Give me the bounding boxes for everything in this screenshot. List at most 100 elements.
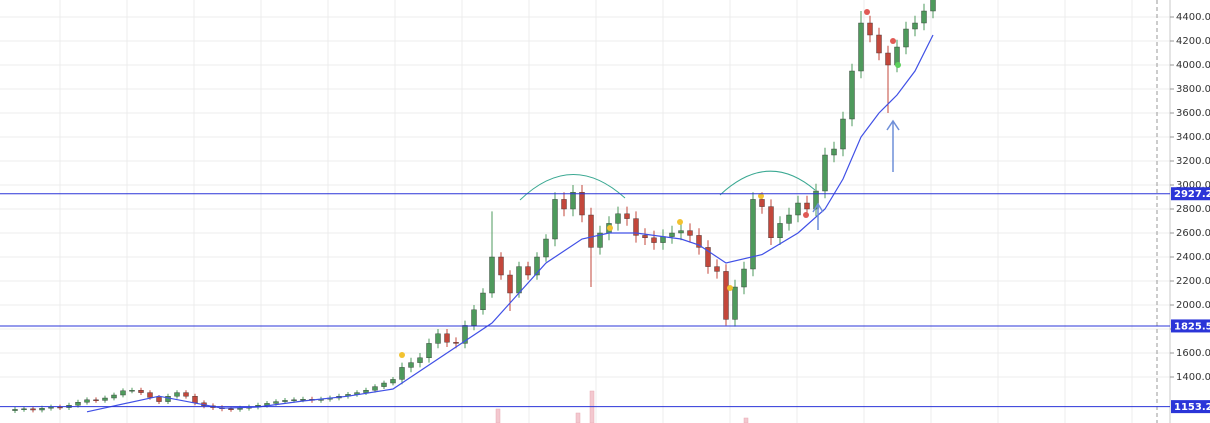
y-tick-label: 4400.00 bbox=[1176, 12, 1210, 23]
levels: 2927.28 1825.51 1153.26 bbox=[0, 187, 1210, 414]
candle-body bbox=[507, 274, 513, 294]
candle-body bbox=[300, 399, 306, 401]
arrow bbox=[886, 119, 900, 172]
candle-body bbox=[498, 256, 504, 276]
signal-dot bbox=[758, 193, 764, 199]
signal-dot bbox=[399, 352, 405, 358]
y-tick-label: 3800.00 bbox=[1176, 84, 1210, 95]
candle-body bbox=[723, 271, 729, 320]
y-tick-label: 2800.00 bbox=[1176, 204, 1210, 215]
candle-body bbox=[489, 256, 495, 294]
candle-body bbox=[84, 399, 90, 403]
level-label-box bbox=[1171, 319, 1210, 333]
candle-body bbox=[444, 333, 450, 343]
arrow bbox=[812, 202, 824, 230]
candle-body bbox=[777, 223, 783, 239]
candle-body bbox=[867, 22, 873, 36]
plot bbox=[12, 0, 936, 414]
y-tick-label: 1600.00 bbox=[1176, 348, 1210, 359]
signal-dot bbox=[803, 212, 809, 218]
candle-body bbox=[696, 235, 702, 248]
candle-body bbox=[138, 390, 144, 393]
candle-body bbox=[678, 230, 684, 234]
volume-bar bbox=[495, 408, 501, 423]
candle-body bbox=[561, 199, 567, 210]
level-label: 1153.26 bbox=[1174, 402, 1210, 413]
candle-body bbox=[714, 266, 720, 272]
candle-body bbox=[462, 325, 468, 344]
volume-bar bbox=[743, 417, 749, 423]
candle-body bbox=[876, 34, 882, 54]
candle-body bbox=[228, 408, 234, 411]
candle-body bbox=[570, 192, 576, 210]
signal-dot bbox=[895, 62, 901, 68]
candle-body bbox=[12, 409, 18, 411]
candle-body bbox=[75, 402, 81, 406]
candle-body bbox=[183, 392, 189, 397]
candle-body bbox=[372, 386, 378, 391]
candle-body bbox=[534, 256, 540, 276]
y-tick-label: 2600.00 bbox=[1176, 228, 1210, 239]
candle-body bbox=[840, 118, 846, 150]
candle-body bbox=[633, 218, 639, 236]
candle-body bbox=[480, 292, 486, 311]
arrows bbox=[812, 119, 900, 230]
candle-body bbox=[912, 22, 918, 30]
candle-body bbox=[903, 28, 909, 48]
candle-body bbox=[588, 214, 594, 248]
signals bbox=[399, 9, 901, 358]
candle-body bbox=[525, 266, 531, 276]
candle-body bbox=[822, 154, 828, 192]
candle-body bbox=[147, 392, 153, 398]
candle-body bbox=[804, 202, 810, 210]
candle-body bbox=[516, 266, 522, 294]
level-label-box bbox=[1171, 187, 1210, 201]
candle-body bbox=[21, 408, 27, 411]
arc bbox=[719, 170, 816, 196]
signal-dot bbox=[727, 285, 733, 291]
candle-body bbox=[921, 10, 927, 24]
candle-body bbox=[759, 199, 765, 207]
candle-body bbox=[39, 408, 45, 411]
candle-body bbox=[858, 22, 864, 72]
candle-body bbox=[930, 0, 936, 12]
level-label-box bbox=[1171, 400, 1210, 414]
candle-body bbox=[543, 238, 549, 258]
candle-body bbox=[732, 286, 738, 320]
candle-body bbox=[408, 362, 414, 368]
candle-body bbox=[426, 343, 432, 359]
y-tick-label: 4200.00 bbox=[1176, 36, 1210, 47]
y-tick-label: 3600.00 bbox=[1176, 108, 1210, 119]
candle-body bbox=[390, 379, 396, 384]
candle-body bbox=[669, 232, 675, 237]
candle-body bbox=[48, 406, 54, 409]
candle-body bbox=[552, 199, 558, 240]
signal-dot bbox=[890, 38, 896, 44]
candle-body bbox=[435, 333, 441, 344]
candle-body bbox=[705, 247, 711, 267]
candle-body bbox=[453, 342, 459, 344]
signal-dot bbox=[607, 225, 613, 231]
candle-body bbox=[615, 213, 621, 224]
candle-body bbox=[363, 390, 369, 393]
candle-body bbox=[381, 382, 387, 387]
candle-body bbox=[57, 406, 63, 409]
vertical-grid bbox=[59, 0, 1133, 423]
annotations bbox=[519, 170, 816, 201]
candle-body bbox=[813, 190, 819, 210]
candle-body bbox=[93, 399, 99, 402]
candle-body bbox=[831, 148, 837, 156]
candle-body bbox=[687, 230, 693, 236]
candle-body bbox=[156, 397, 162, 402]
candle-body bbox=[579, 192, 585, 216]
candle-body bbox=[111, 394, 117, 399]
candle-body bbox=[264, 403, 270, 406]
y-tick-label: 1400.00 bbox=[1176, 372, 1210, 383]
price-axis bbox=[1170, 0, 1210, 423]
candle-body bbox=[417, 357, 423, 363]
y-tick-label: 2400.00 bbox=[1176, 252, 1210, 263]
signal-dot bbox=[677, 219, 683, 225]
y-tick-label: 2200.00 bbox=[1176, 276, 1210, 287]
candle-body bbox=[660, 236, 666, 243]
